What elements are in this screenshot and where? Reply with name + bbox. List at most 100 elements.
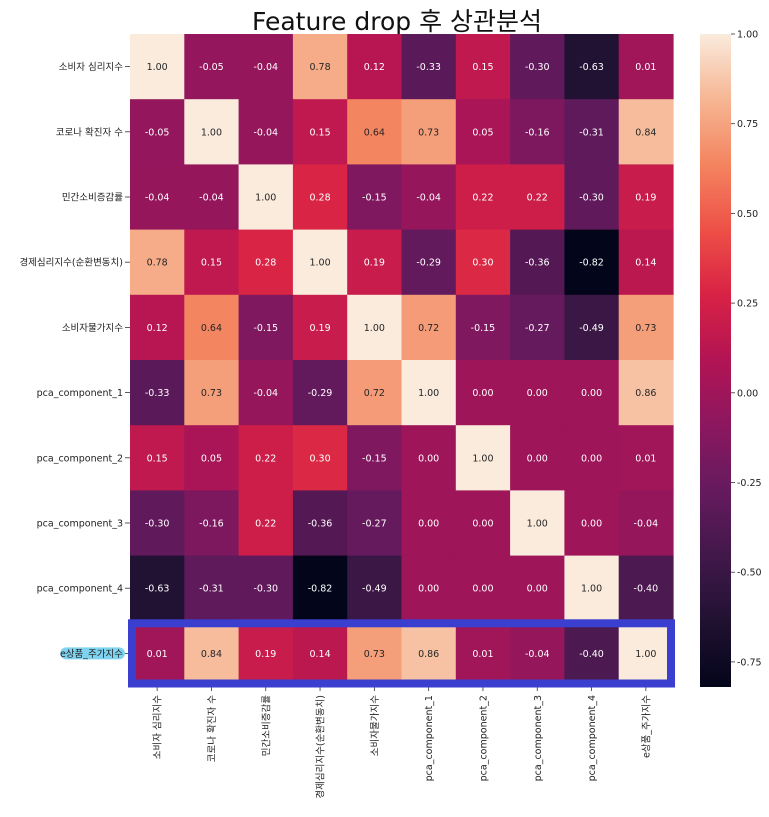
heatmap-cell [130,555,185,622]
heatmap-cell [347,490,403,557]
cell-value-label: 1.00 [255,193,276,204]
cell-value-label: 0.19 [255,649,276,660]
cell-value-label: -0.82 [579,258,604,269]
cell-value-label: -0.29 [308,388,333,399]
colorbar-tick-label: 0.25 [737,299,758,310]
heatmap-cell [618,425,674,491]
heatmap-cell [401,229,457,296]
heatmap-cell [130,620,185,687]
cell-value-label: -0.04 [253,388,278,399]
heatmap-cell [184,490,240,557]
cell-value-label: 0.28 [255,258,276,269]
heatmap-cell [238,294,294,361]
heatmap-cell [184,360,240,426]
heatmap-cell [347,164,403,231]
colorbar-tick-label: 0.00 [737,388,758,399]
heatmap-cell [292,620,348,687]
heatmap-cell [292,425,348,491]
cell-value-label: -0.15 [471,323,496,334]
heatmap-cell [184,34,240,100]
cell-value-label: -0.31 [199,584,224,595]
heatmap-cell [238,164,294,231]
cell-value-label: 0.64 [201,323,222,334]
cell-value-label: 0.00 [527,584,548,595]
heatmap-cell [292,490,348,557]
heatmap-cell [618,555,674,622]
heatmap-cell [401,425,457,491]
cell-value-label: 0.30 [472,258,493,269]
colorbar: 1.00 0.75 0.50 0.25 0.00 -0.25 -0.50 -0.75 [700,30,762,687]
cell-value-label: -0.16 [525,127,550,138]
heatmap-cell [238,34,294,100]
heatmap-cell [292,555,348,622]
row-tick-label: e상품_주가지수 [60,649,123,660]
heatmap-cell [401,360,457,426]
heatmap-cell [455,99,511,165]
heatmap-cell [238,555,294,622]
heatmap-cell [184,99,240,165]
cell-value-label: 0.84 [635,127,656,138]
cell-value-label: -0.33 [145,388,170,399]
heatmap-cell [292,99,348,165]
cell-value-label: 0.01 [472,649,493,660]
cell-value-label: -0.04 [416,193,441,204]
cell-value-label: 0.00 [418,453,439,464]
cell-value-label: 0.12 [364,62,385,73]
cell-value-label: 0.72 [364,388,385,399]
column-labels: 소비자 심리지수 코로나 확진자 수 민간소비증감률 경제심리지수(순환변동치) 소비자… [153,686,652,799]
cell-value-label: 1.00 [635,649,656,660]
cell-value-label: -0.36 [525,258,550,269]
heatmap-cell [455,360,511,426]
heatmap-cell [401,490,457,557]
heatmap-cell [347,294,403,361]
cell-value-label: -0.30 [579,193,604,204]
heatmap-cell [130,229,185,296]
cell-value-label: 1.00 [201,127,222,138]
cell-value-label: 0.00 [581,388,602,399]
heatmap-cell [510,490,565,557]
cell-value-label: 0.86 [418,649,439,660]
heatmap-cell [455,425,511,491]
heatmap-cell [510,34,565,100]
column-tick-label: 소비자 심리지수 [153,695,164,759]
heatmap-cell [618,229,674,296]
cell-value-label: 0.22 [527,193,548,204]
row-tick-label: pca_component_1 [37,388,123,399]
cell-value-label: -0.05 [145,127,170,138]
heatmap-cell [130,34,185,100]
cell-value-label: 0.19 [364,258,385,269]
heatmap-cell [130,490,185,557]
column-tick-label: pca_component_3 [533,695,544,781]
cell-value-label: 0.05 [201,453,222,464]
cell-value-label: 0.72 [418,323,439,334]
heatmap-cell [455,164,511,231]
colorbar-gradient-bar [700,34,731,687]
row-tick-label: 소비자물가지수 [62,323,123,334]
cell-value-label: -0.15 [362,193,387,204]
chart-title: Feature drop 후 상관분석 [252,7,542,36]
heatmap-cell [238,99,294,165]
heatmap-cell [618,360,674,426]
heatmap-cell [510,99,565,165]
cell-value-label: 0.84 [201,649,222,660]
cell-value-label: -0.36 [308,519,333,530]
cell-value-label: 0.22 [472,193,493,204]
cell-value-label: 0.01 [635,453,656,464]
cell-value-label: 1.00 [472,453,493,464]
heatmap-cell [564,164,620,231]
cell-value-label: 0.00 [472,388,493,399]
heatmap-cell [564,425,620,491]
heatmap-cells: 1.00 -0.05 -0.04 0.78 0.12 -0.33 0.15 -0.30 -0.6… [130,34,674,687]
row-label-highlight [60,647,126,660]
colorbar-tick-label: -0.50 [737,568,762,579]
cell-value-label: -0.63 [145,584,170,595]
heatmap-cell [184,294,240,361]
heatmap-cell [618,34,674,100]
heatmap-cell [130,425,185,491]
cell-value-label: -0.27 [362,519,387,530]
heatmap-cell [401,164,457,231]
cell-value-label: 0.01 [147,649,168,660]
heatmap-cell [238,229,294,296]
cell-value-label: -0.31 [579,127,604,138]
